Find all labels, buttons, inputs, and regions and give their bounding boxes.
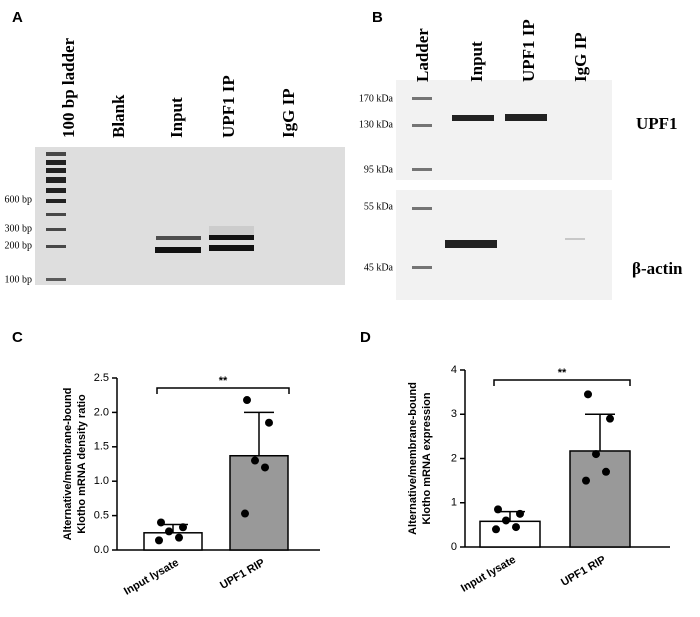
marker-label: 200 bp <box>5 240 33 251</box>
data-point <box>179 523 187 532</box>
y-axis-label: Klotho mRNA expression <box>421 392 433 525</box>
ladder-bands <box>46 152 66 281</box>
bar <box>143 532 203 551</box>
significance-label: ** <box>219 375 228 387</box>
panel-label: C <box>12 329 23 346</box>
lane-label: Input <box>467 41 486 82</box>
lane-label: Ladder <box>413 28 432 82</box>
marker-label: 55 kDa <box>364 201 394 212</box>
data-point <box>261 463 269 472</box>
marker-label: 95 kDa <box>364 164 394 175</box>
y-tick-label: 2.5 <box>94 372 109 384</box>
blot-bands <box>412 97 585 269</box>
lane-label: IgG IP <box>571 32 590 82</box>
target-label: UPF1 <box>636 114 678 133</box>
data-point <box>602 467 610 476</box>
x-tick-label: UPF1 RIP <box>559 554 608 589</box>
target-label: β-actin <box>632 259 683 278</box>
significance-label: ** <box>558 367 567 379</box>
data-point <box>157 518 165 527</box>
y-tick-label: 2.0 <box>94 406 109 418</box>
blot-upper <box>396 80 612 180</box>
bar <box>479 520 541 548</box>
marker-label: 600 bp <box>5 194 33 205</box>
lane-label: UPF1 IP <box>219 75 238 138</box>
data-point <box>516 509 524 518</box>
panel-label: D <box>360 329 371 346</box>
y-tick-label: 3 <box>451 408 457 420</box>
data-point <box>592 450 600 459</box>
lane-label: Blank <box>109 94 128 138</box>
x-tick-label: Input lysate <box>459 554 518 595</box>
sample-bands <box>155 226 254 253</box>
data-point <box>502 516 510 525</box>
panel-label: B <box>372 9 383 26</box>
data-point <box>512 523 520 532</box>
y-tick-label: 0.5 <box>94 510 109 522</box>
y-axis-label: Alternative/membrane-bound <box>407 382 419 535</box>
y-tick-label: 0 <box>451 541 457 553</box>
data-point <box>582 476 590 485</box>
marker-label: 130 kDa <box>359 119 394 130</box>
blot-lower <box>396 190 612 300</box>
y-tick-label: 1.5 <box>94 441 109 453</box>
bar <box>569 450 631 548</box>
significance-bracket <box>156 387 290 394</box>
significance-bracket <box>493 379 631 386</box>
lane-label: 100 bp ladder <box>59 37 78 138</box>
y-tick-label: 1.0 <box>94 475 109 487</box>
y-tick-label: 2 <box>451 452 457 464</box>
y-axis-label: Alternative/membrane-bound <box>62 388 74 541</box>
marker-label: 170 kDa <box>359 93 394 104</box>
data-point <box>241 509 249 518</box>
lane-label: UPF1 IP <box>519 19 538 82</box>
x-tick-label: UPF1 RIP <box>218 557 267 592</box>
data-point <box>492 525 500 534</box>
y-tick-label: 0.0 <box>94 544 109 556</box>
data-point <box>175 533 183 542</box>
bar <box>229 454 289 551</box>
y-tick-label: 1 <box>451 497 457 509</box>
marker-label: 300 bp <box>5 223 33 234</box>
panel-label: A <box>12 9 23 26</box>
data-point <box>251 456 259 465</box>
gel <box>35 147 345 285</box>
data-point <box>606 414 614 423</box>
data-point <box>243 396 251 405</box>
data-point <box>265 418 273 427</box>
marker-label: 100 bp <box>5 274 33 285</box>
marker-label: 45 kDa <box>364 262 394 273</box>
y-tick-label: 4 <box>451 364 457 376</box>
data-point <box>494 505 502 514</box>
data-point <box>584 390 592 399</box>
x-tick-label: Input lysate <box>122 557 181 598</box>
data-point <box>165 527 173 536</box>
y-axis-label: Klotho mRNA density ratio <box>76 394 88 534</box>
lane-label: IgG IP <box>279 88 298 138</box>
data-point <box>155 536 163 545</box>
lane-label: Input <box>167 97 186 138</box>
